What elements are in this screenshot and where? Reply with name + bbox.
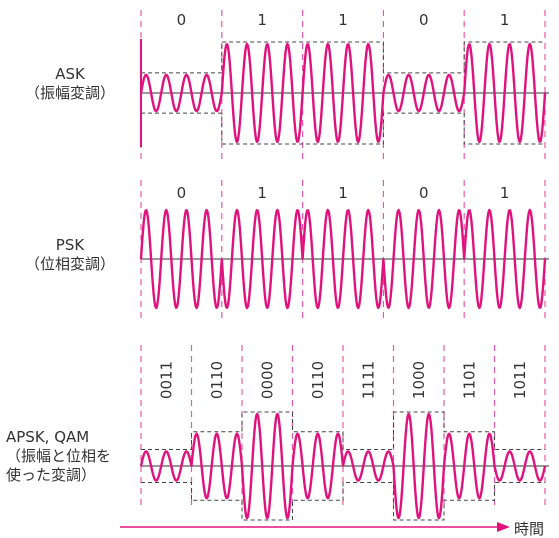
psk-row-label: PSK （位相変調） xyxy=(0,236,140,274)
ask-symbol-label: 1 xyxy=(500,11,510,29)
psk-waveform-segment xyxy=(463,208,547,310)
ask-waveform-segment xyxy=(382,73,466,113)
qam-symbol-label: 0110 xyxy=(309,361,327,399)
qam-symbol-label: 0011 xyxy=(157,361,175,399)
psk-symbol-label: 1 xyxy=(257,184,267,202)
qam-symbol-label: 0110 xyxy=(208,361,226,399)
qam-waveform-segment xyxy=(190,432,244,500)
qam-waveform-segment xyxy=(442,432,496,500)
qam-symbol-label: 1011 xyxy=(511,361,529,399)
ask-symbol-label: 0 xyxy=(177,11,187,29)
ask-label-line-1: ASK xyxy=(55,65,85,83)
psk-label-line-1: PSK xyxy=(55,236,85,254)
psk-symbol-label: 0 xyxy=(419,184,429,202)
qam-waveform-segment xyxy=(493,450,547,482)
qam-waveform-segment xyxy=(392,412,446,520)
ask-waveform-segment xyxy=(139,73,223,113)
time-axis-label: 時間 xyxy=(514,520,545,538)
qam-envelope-top xyxy=(141,411,545,450)
psk-waveform-segment xyxy=(382,208,466,310)
qam-symbol-label: 1101 xyxy=(460,361,478,399)
qam-waveform-segment xyxy=(139,450,193,482)
ask-label-line-2: （振幅変調） xyxy=(24,84,115,102)
psk-waveform-segment xyxy=(139,208,223,310)
time-arrow-head xyxy=(497,522,510,532)
qam-label-line-2: （振幅と位相を xyxy=(6,447,112,465)
ask-envelope-top xyxy=(141,41,545,74)
psk-symbol-label: 0 xyxy=(177,184,187,202)
ask-waveform-segment xyxy=(301,42,385,144)
qam-envelope-bottom xyxy=(141,482,545,521)
psk-waveform-segment xyxy=(301,208,385,310)
qam-waveform-segment xyxy=(240,412,294,520)
psk-symbol-label: 1 xyxy=(338,184,348,202)
qam-waveform-segment xyxy=(291,432,345,500)
qam-symbol-label: 0000 xyxy=(258,361,276,399)
ask-row-label: ASK （振幅変調） xyxy=(0,65,140,103)
psk-symbol-label: 1 xyxy=(500,184,510,202)
qam-label-line-3: 使った変調） xyxy=(6,466,97,484)
ask-symbol-label: 0 xyxy=(419,11,429,29)
qam-symbol-label: 1111 xyxy=(359,361,377,399)
ask-envelope-bottom xyxy=(141,112,545,145)
ask-waveform-segment xyxy=(463,42,547,144)
qam-label-line-1: APSK, QAM xyxy=(6,428,90,446)
qam-waveform-segment xyxy=(341,450,395,482)
qam-row-label: APSK, QAM （振幅と位相を 使った変調） xyxy=(0,428,140,485)
ask-waveform-segment xyxy=(220,42,304,144)
psk-waveform-segment xyxy=(220,208,304,310)
psk-label-line-2: （位相変調） xyxy=(24,255,115,273)
ask-symbol-label: 1 xyxy=(338,11,348,29)
ask-symbol-label: 1 xyxy=(257,11,267,29)
qam-symbol-label: 1000 xyxy=(410,361,428,399)
